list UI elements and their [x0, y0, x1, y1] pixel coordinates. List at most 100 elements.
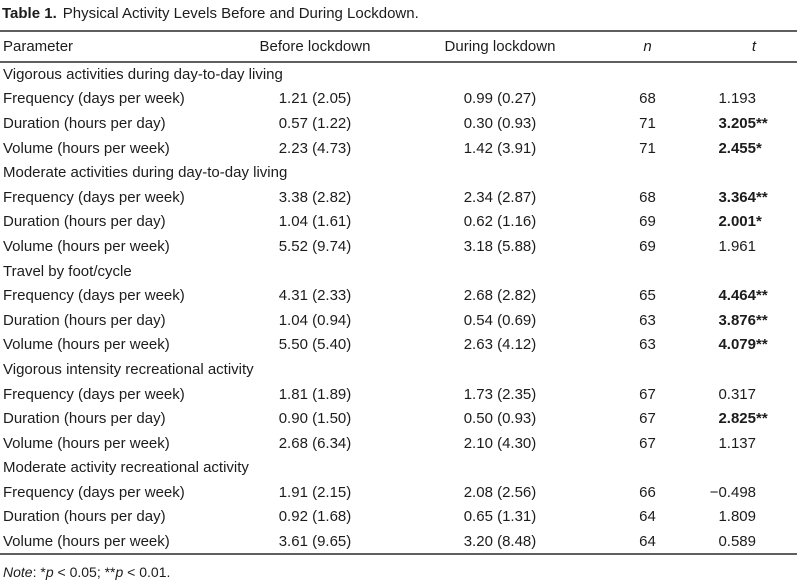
t-value-cell: 2.001* — [718, 213, 762, 231]
parameter-cell: Frequency (days per week) — [3, 483, 185, 501]
t-value-cell: 4.464** — [718, 287, 768, 305]
section-header-row: Vigorous activities during day-to-day li… — [0, 62, 797, 87]
n-cell: 63 — [639, 336, 656, 354]
n-cell: 64 — [639, 532, 656, 550]
t-value-cell: 4.079** — [718, 336, 768, 354]
col-header-during-lockdown: During lockdown — [444, 38, 556, 55]
table-row: Frequency (days per week) 1.21 (2.05) 0.99… — [0, 87, 797, 112]
n-cell: 69 — [639, 237, 656, 255]
t-value: 3.205 — [718, 114, 756, 132]
during-lockdown-cell: 3.20 (8.48) — [463, 532, 537, 550]
t-value: 3.876 — [718, 311, 756, 329]
before-lockdown-cell: 1.04 (0.94) — [278, 311, 352, 329]
physical-activity-table: Parameter Before lockdown During lockdow… — [0, 30, 797, 555]
during-lockdown-cell: 2.68 (2.82) — [463, 287, 537, 305]
t-value-cell: 1.809 — [680, 505, 797, 530]
during-lockdown-cell: 2.10 (4.30) — [463, 434, 537, 452]
t-value: 0.317 — [718, 385, 756, 403]
note-run: < 0.05; ** — [53, 563, 116, 580]
n-cell: 67 — [639, 385, 656, 403]
section-header-label: Vigorous intensity recreational activity — [3, 360, 254, 378]
section-header-row: Moderate activities during day-to-day li… — [0, 160, 797, 185]
section-header-label: Vigorous activities during day-to-day li… — [3, 66, 283, 84]
t-value-cell: 0.317 — [680, 382, 797, 407]
table-row: Frequency (days per week) 1.91 (2.15) 2.08… — [0, 480, 797, 505]
note-italic-run: p — [45, 563, 54, 580]
table-note: Note: *p < 0.05; **p < 0.01. — [0, 555, 797, 580]
t-value-cell: 2.455* — [718, 139, 762, 157]
table-row: Frequency (days per week) 1.81 (1.89) 1.73… — [0, 382, 797, 407]
n-cell: 68 — [639, 188, 656, 206]
during-lockdown-cell: 0.30 (0.93) — [463, 114, 537, 132]
col-header-parameter: Parameter — [3, 38, 74, 55]
n-cell: 64 — [639, 508, 656, 526]
t-value-cell: 1.961 — [680, 234, 797, 259]
parameter-cell: Frequency (days per week) — [3, 385, 185, 403]
t-value: 0.589 — [718, 532, 756, 550]
n-cell: 68 — [639, 90, 656, 108]
section-header-row: Travel by foot/cycle — [0, 259, 797, 284]
table-row: Duration (hours per day) 0.57 (1.22) 0.30 … — [0, 111, 797, 136]
t-value-cell: −0.498 — [680, 480, 797, 505]
during-lockdown-cell: 0.50 (0.93) — [463, 410, 537, 428]
table-row: Duration (hours per day) 0.90 (1.50) 0.50 … — [0, 406, 797, 431]
note-run: : * — [32, 563, 46, 580]
before-lockdown-cell: 0.57 (1.22) — [278, 114, 352, 132]
during-lockdown-cell: 3.18 (5.88) — [463, 237, 537, 255]
during-lockdown-cell: 1.42 (3.91) — [463, 139, 537, 157]
t-value: 4.464 — [718, 287, 756, 305]
n-cell: 63 — [639, 311, 656, 329]
t-value-cell: 3.364** — [718, 188, 768, 206]
before-lockdown-cell: 4.31 (2.33) — [278, 287, 352, 305]
note-run: < 0.01. — [123, 563, 171, 580]
n-cell: 67 — [639, 434, 656, 452]
before-lockdown-cell: 2.68 (6.34) — [278, 434, 352, 452]
table-title: Table 1. Physical Activity Levels Before … — [0, 0, 797, 30]
t-value: 1.961 — [718, 237, 756, 255]
t-value-cell: 1.193 — [680, 87, 797, 112]
during-lockdown-cell: 2.63 (4.12) — [463, 336, 537, 354]
section-header-row: Moderate activity recreational activity — [0, 456, 797, 481]
during-lockdown-cell: 2.34 (2.87) — [463, 188, 537, 206]
t-value: 2.825 — [718, 410, 756, 428]
note-italic-run: Note — [3, 563, 33, 580]
n-cell: 69 — [639, 213, 656, 231]
n-cell: 67 — [639, 410, 656, 428]
table-row: Frequency (days per week) 4.31 (2.33) 2.68… — [0, 283, 797, 308]
parameter-cell: Duration (hours per day) — [3, 213, 166, 231]
table-body: Vigorous activities during day-to-day li… — [0, 62, 797, 554]
table-row: Duration (hours per day) 0.92 (1.68) 0.65 … — [0, 505, 797, 530]
parameter-cell: Frequency (days per week) — [3, 90, 185, 108]
during-lockdown-cell: 2.08 (2.56) — [463, 483, 537, 501]
before-lockdown-cell: 0.92 (1.68) — [278, 508, 352, 526]
t-value-cell: 3.205** — [718, 114, 768, 132]
table-number: Table 1. — [2, 5, 57, 22]
n-cell: 66 — [639, 483, 656, 501]
parameter-cell: Frequency (days per week) — [3, 287, 185, 305]
table-caption: Physical Activity Levels Before and Duri… — [62, 5, 419, 22]
section-header-label: Travel by foot/cycle — [3, 262, 132, 280]
table-row: Volume (hours per week) 5.52 (9.74) 3.18 (… — [0, 234, 797, 259]
n-cell: 65 — [639, 287, 656, 305]
during-lockdown-cell: 0.99 (0.27) — [463, 90, 537, 108]
before-lockdown-cell: 0.90 (1.50) — [278, 410, 352, 428]
before-lockdown-cell: 3.38 (2.82) — [278, 188, 352, 206]
n-cell: 71 — [639, 114, 656, 132]
t-value: 1.193 — [718, 90, 756, 108]
parameter-cell: Duration (hours per day) — [3, 410, 166, 428]
during-lockdown-cell: 1.73 (2.35) — [463, 385, 537, 403]
table-row: Frequency (days per week) 3.38 (2.82) 2.34… — [0, 185, 797, 210]
before-lockdown-cell: 5.52 (9.74) — [278, 237, 352, 255]
col-header-before-lockdown: Before lockdown — [259, 38, 371, 55]
table-row: Volume (hours per week) 3.61 (9.65) 3.20 (… — [0, 529, 797, 554]
parameter-cell: Volume (hours per week) — [3, 336, 170, 354]
parameter-cell: Duration (hours per day) — [3, 311, 166, 329]
parameter-cell: Duration (hours per day) — [3, 508, 166, 526]
t-value-cell: 1.137 — [680, 431, 797, 456]
before-lockdown-cell: 1.21 (2.05) — [278, 90, 352, 108]
section-header-label: Moderate activities during day-to-day li… — [3, 164, 288, 182]
t-value: 1.809 — [718, 508, 756, 526]
col-header-t: t — [751, 38, 756, 55]
before-lockdown-cell: 5.50 (5.40) — [278, 336, 352, 354]
